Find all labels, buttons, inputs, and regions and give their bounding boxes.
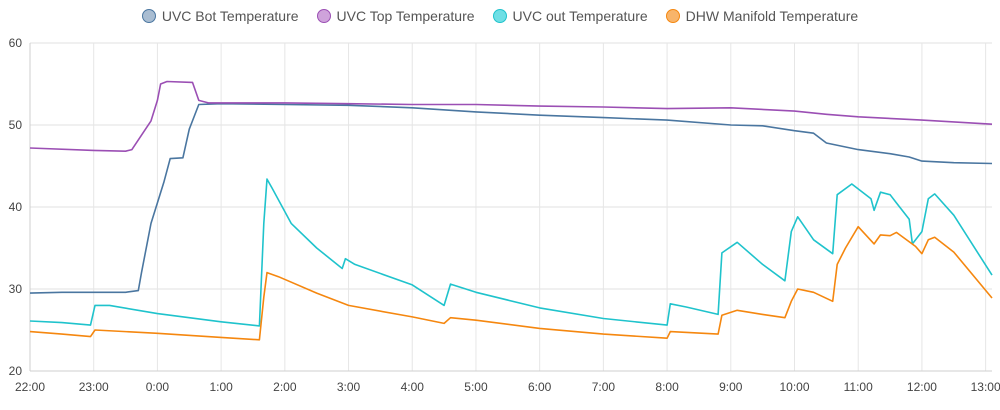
x-tick-label: 2:00 [273, 380, 297, 394]
legend-label-uvc-top: UVC Top Temperature [336, 8, 475, 24]
y-tick-label: 50 [9, 118, 23, 132]
x-tick-label: 3:00 [337, 380, 361, 394]
x-tick-label: 12:00 [907, 380, 937, 394]
x-tick-label: 6:00 [528, 380, 552, 394]
y-tick-label: 20 [9, 364, 23, 378]
x-tick-label: 7:00 [592, 380, 616, 394]
legend: UVC Bot Temperature UVC Top Temperature … [0, 8, 1000, 24]
legend-item-uvc-top[interactable]: UVC Top Temperature [316, 8, 475, 24]
series-line-uvc-top [29, 80, 993, 152]
y-tick-label: 40 [9, 200, 23, 214]
x-tick-label: 4:00 [401, 380, 425, 394]
series-line-dhw-manifold [29, 225, 993, 341]
series-line-uvc-out [29, 178, 993, 327]
legend-label-uvc-out: UVC out Temperature [512, 8, 648, 24]
legend-item-uvc-out[interactable]: UVC out Temperature [492, 8, 648, 24]
axes: 20 30 40 50 60 22:00 23:00 0:00 1:00 2:00 3:00 4:00… [9, 36, 1000, 394]
x-tick-label: 8:00 [655, 380, 679, 394]
x-tick-label: 23:00 [79, 380, 109, 394]
x-tick-label: 5:00 [464, 380, 488, 394]
legend-item-dhw-manifold[interactable]: DHW Manifold Temperature [665, 8, 859, 24]
x-tick-label: 0:00 [146, 380, 170, 394]
legend-swatch-uvc-bot [141, 9, 156, 23]
series-line-uvc-bot [29, 102, 993, 294]
legend-label-uvc-bot: UVC Bot Temperature [161, 8, 299, 24]
x-tick-label: 10:00 [779, 380, 809, 394]
y-tick-label: 60 [9, 36, 23, 50]
legend-label-dhw-manifold: DHW Manifold Temperature [685, 8, 859, 24]
x-tick-label: 13:00 [971, 380, 1000, 394]
x-tick-label: 11:00 [844, 380, 873, 394]
legend-swatch-uvc-out [492, 9, 507, 23]
y-tick-label: 30 [9, 282, 23, 296]
x-tick-label: 1:00 [209, 380, 233, 394]
legend-swatch-uvc-top [316, 9, 331, 23]
x-tick-label: 22:00 [15, 380, 45, 394]
legend-item-uvc-bot[interactable]: UVC Bot Temperature [141, 8, 299, 24]
series-lines [29, 80, 993, 341]
x-tick-label: 9:00 [719, 380, 743, 394]
grid [29, 42, 992, 372]
legend-swatch-dhw-manifold [665, 9, 680, 23]
